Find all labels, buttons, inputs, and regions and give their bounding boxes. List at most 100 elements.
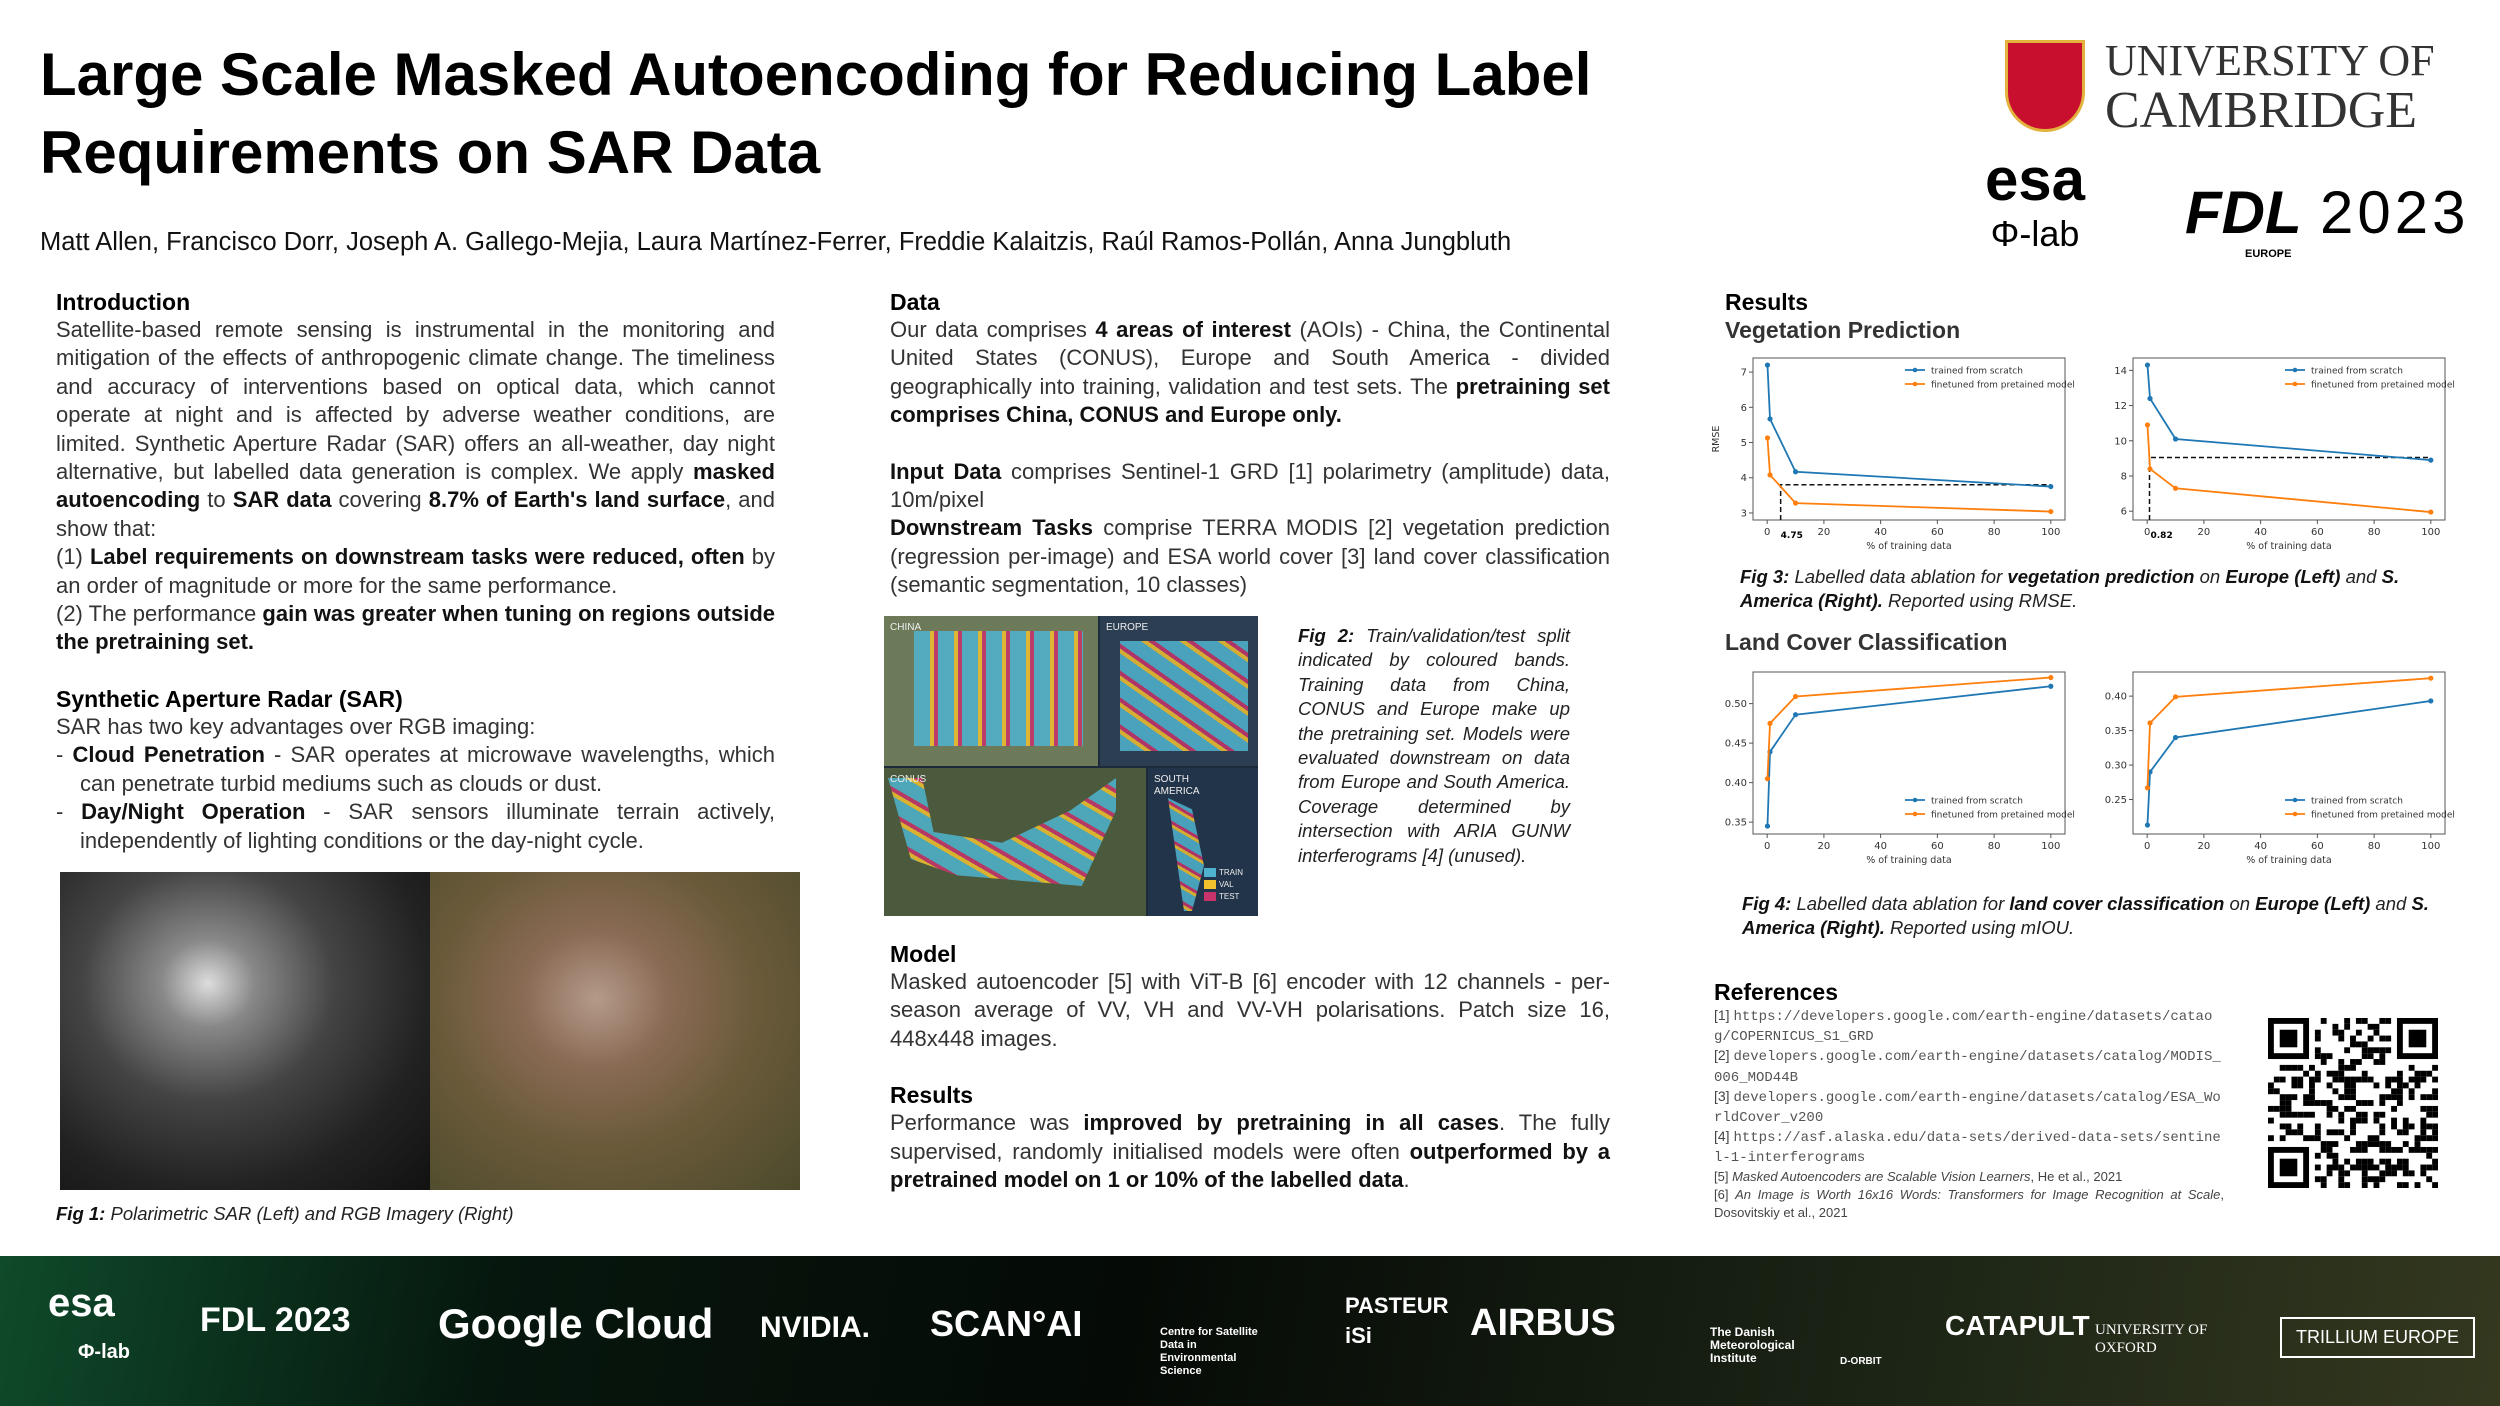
qr-module: [2332, 1070, 2339, 1077]
reference-link[interactable]: developers.google.com/earth-engine/datas…: [1714, 1089, 2221, 1127]
sponsor-logo: UNIVERSITY OF OXFORD: [2095, 1322, 2208, 1356]
series-line: [1766, 676, 2051, 779]
fig1-label: Fig 1:: [56, 1203, 106, 1224]
qr-module: [2303, 1135, 2310, 1142]
qr-module: [2314, 1070, 2321, 1077]
qr-finder: [2396, 1018, 2438, 1060]
qr-module: [2373, 1176, 2380, 1183]
qr-module: [2279, 1076, 2286, 1083]
qr-module: [2432, 1135, 2438, 1142]
y-tick-label: 3: [1741, 508, 1747, 519]
qr-module: [2426, 1123, 2433, 1130]
results-mid-heading: Results: [890, 1082, 974, 1109]
map-legend: TRAIN VAL TEST: [1204, 868, 1243, 904]
qr-module: [2332, 1164, 2339, 1171]
data-point: [1767, 472, 1773, 478]
text: -: [56, 742, 73, 768]
figure-1: [60, 872, 800, 1190]
qr-module: [2385, 1018, 2392, 1024]
y-tick-label: 0.35: [1725, 818, 1747, 829]
qr-module: [2320, 1146, 2327, 1153]
qr-module: [2332, 1141, 2339, 1147]
x-tick-label: 80: [1988, 841, 2001, 852]
qr-module: [2338, 1111, 2345, 1118]
y-tick-label: 6: [1741, 403, 1747, 414]
legend-marker: [2292, 811, 2298, 817]
qr-module: [2373, 1117, 2380, 1124]
qr-module: [2309, 1082, 2315, 1089]
qr-module: [2385, 1047, 2392, 1054]
qr-module: [2367, 1100, 2374, 1106]
sponsor-logo: FDL 2023: [200, 1301, 351, 1339]
qr-module: [2355, 1100, 2362, 1106]
cambridge-crest-icon: [2005, 40, 2085, 132]
sponsor-logo: The Danish Meteorological Institute: [1710, 1325, 1795, 1365]
qr-module: [2279, 1094, 2286, 1101]
qr-module: [2268, 1105, 2274, 1112]
data-point: [2144, 422, 2151, 428]
qr-finder: [2268, 1018, 2310, 1060]
data-point: [2048, 674, 2054, 681]
series-line: [2146, 364, 2431, 462]
series-line: [2146, 424, 2431, 513]
qr-code[interactable]: [2268, 1018, 2438, 1188]
sponsor-logo: D-ORBIT: [1840, 1356, 1882, 1367]
text: Performance was: [890, 1110, 1084, 1136]
qr-module: [2355, 1146, 2362, 1153]
qr-module: [2285, 1123, 2292, 1130]
plot-frame: [2132, 671, 2446, 835]
x-tick-label: 60: [2311, 527, 2324, 538]
qr-module: [2361, 1158, 2368, 1165]
qr-module: [2338, 1059, 2345, 1065]
sponsor-logo: TRILLIUM EUROPE: [2280, 1317, 2476, 1358]
qr-module: [2396, 1076, 2403, 1083]
qr-module: [2350, 1129, 2356, 1136]
qr-module: [2373, 1082, 2380, 1089]
qr-module: [2385, 1146, 2392, 1153]
qr-module: [2373, 1141, 2380, 1147]
qr-module: [2268, 1135, 2274, 1142]
x-tick-label: 60: [2311, 841, 2324, 852]
data-heading: Data: [890, 289, 940, 315]
qr-module: [2332, 1029, 2339, 1036]
qr-module: [2326, 1105, 2333, 1112]
qr-module: [2291, 1082, 2298, 1089]
qr-module: [2396, 1082, 2403, 1089]
qr-module: [2402, 1082, 2409, 1089]
text: by an order of magnitude or more for the…: [56, 544, 775, 598]
qr-module: [2344, 1023, 2351, 1030]
qr-module: [2414, 1070, 2421, 1077]
reference-item: [2] developers.google.com/earth-engine/d…: [1714, 1047, 2221, 1086]
qr-module: [2432, 1129, 2438, 1136]
qr-module: [2285, 1064, 2292, 1071]
reference-link[interactable]: developers.google.com/earth-engine/datas…: [1714, 1049, 2221, 1086]
legend-marker: [2292, 797, 2298, 803]
bold-text: Fig 3:: [1740, 566, 1790, 587]
qr-module: [2367, 1076, 2374, 1083]
data-point: [1764, 435, 1771, 441]
data-point: [1767, 720, 1773, 726]
map-conus: CONUS: [884, 768, 1146, 916]
bold-text: Europe (Left): [2225, 566, 2341, 587]
qr-module: [2432, 1123, 2438, 1130]
qr-module: [2344, 1182, 2351, 1188]
qr-module: [2402, 1141, 2409, 1147]
qr-module: [2344, 1064, 2351, 1071]
reference-link[interactable]: https://asf.alaska.edu/data-sets/derived…: [1714, 1130, 2221, 1167]
qr-module: [2350, 1164, 2356, 1171]
qr-module: [2309, 1088, 2315, 1095]
qr-module: [2432, 1182, 2438, 1188]
sponsor-logo: esa: [48, 1281, 115, 1325]
fdl-logo: FDL 2023 EUROPE: [2140, 160, 2480, 260]
qr-module: [2320, 1100, 2327, 1106]
y-tick-label: 0.30: [2105, 761, 2127, 772]
reference-link[interactable]: https://developers.google.com/earth-engi…: [1714, 1009, 2213, 1046]
bold-text: Downstream Tasks: [890, 515, 1093, 541]
qr-finder-center: [2279, 1158, 2298, 1177]
paragraph: (1) Label requirements on downstream tas…: [56, 543, 775, 600]
qr-module: [2314, 1135, 2321, 1142]
figure-2-map: CHINA EUROPE CONUS SOUTH AMERICA TRAIN VA…: [884, 616, 1258, 916]
qr-module: [2338, 1029, 2345, 1036]
qr-module: [2291, 1094, 2298, 1101]
qr-module: [2367, 1023, 2374, 1030]
